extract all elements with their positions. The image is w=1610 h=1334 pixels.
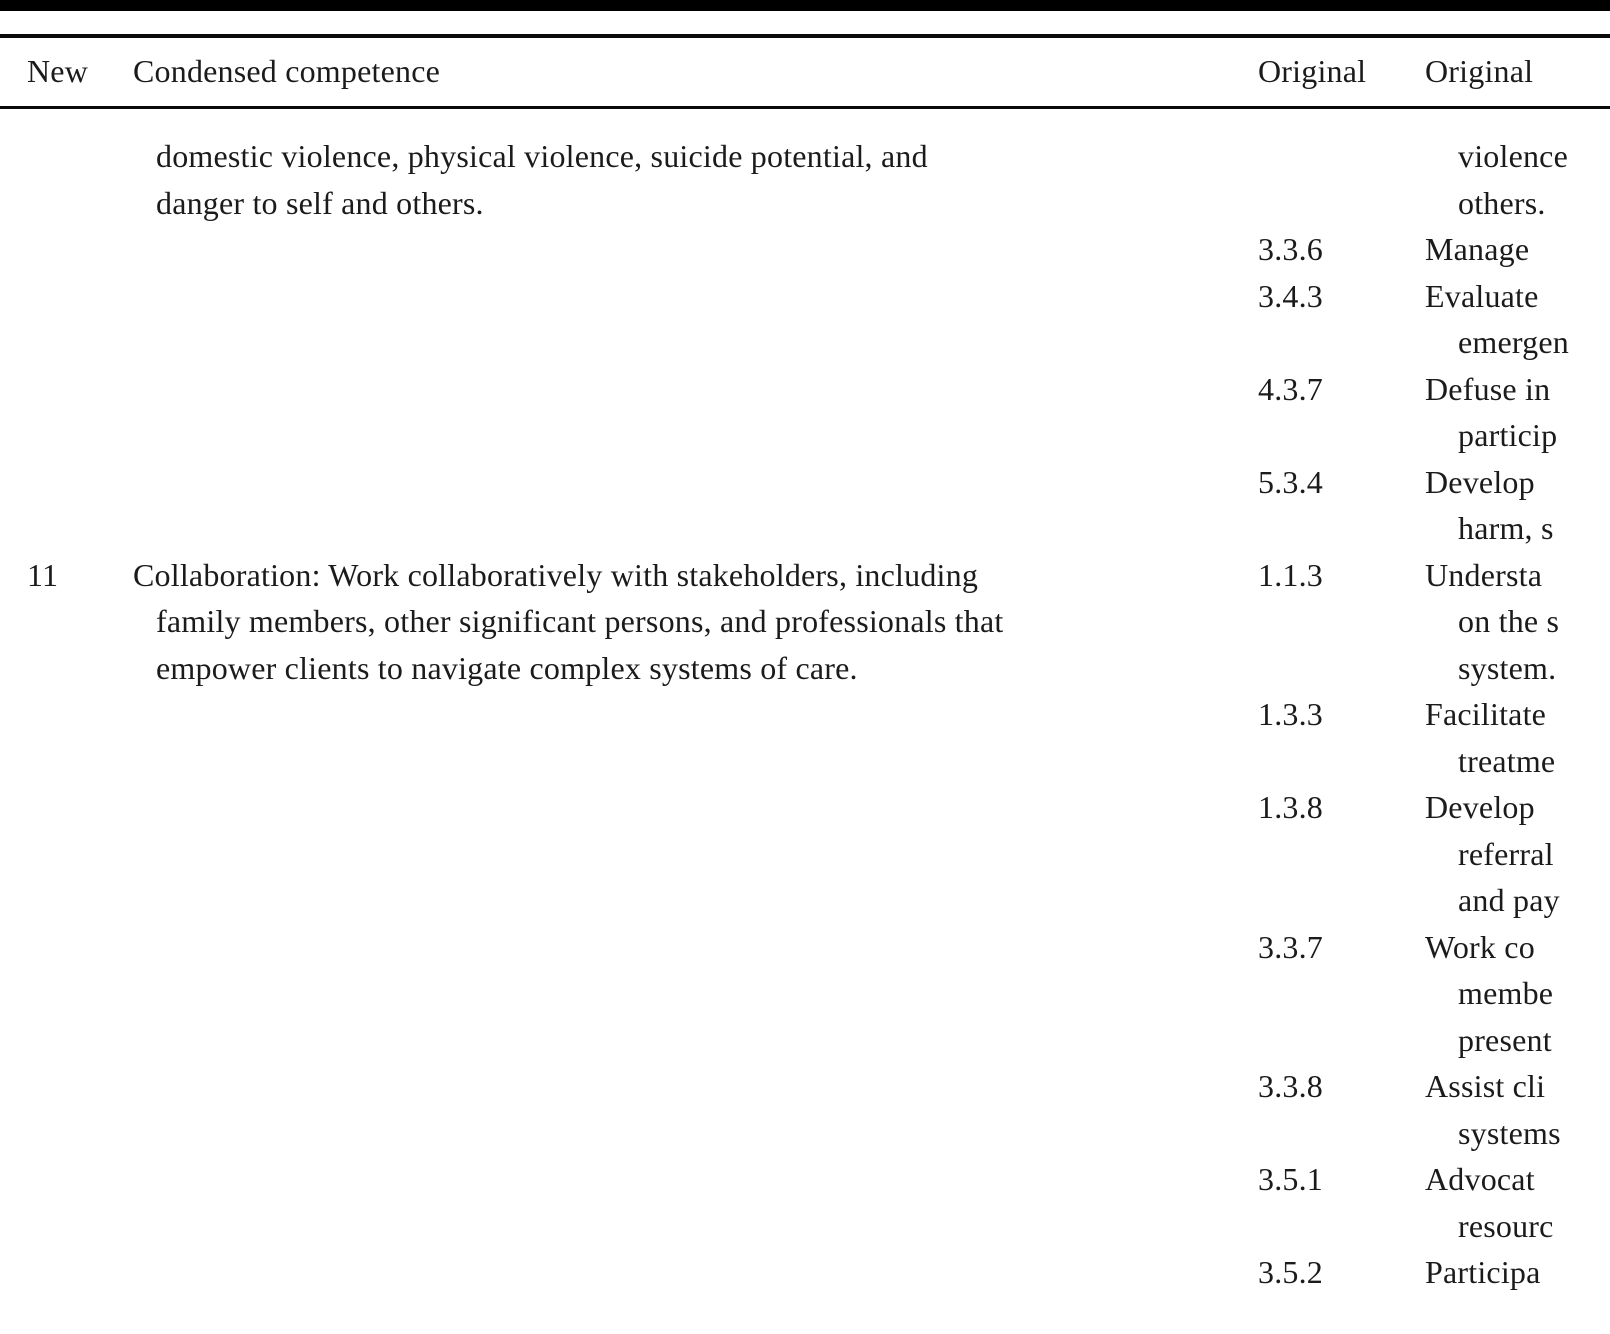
original-text: violence others. [1425, 133, 1610, 226]
original-text-line: system. [1458, 649, 1557, 686]
original-text-line: Advocat [1425, 1161, 1535, 1197]
table-top-rule [0, 34, 1610, 38]
original-text-line: systems [1458, 1114, 1561, 1151]
original-text-line: Develop [1425, 789, 1535, 825]
condensed-line: Collaboration: Work collaboratively with… [133, 556, 979, 593]
condensed-line: danger to self and others. [156, 184, 484, 221]
original-text-line: Defuse in [1425, 370, 1551, 407]
row-number: 11 [27, 556, 59, 593]
original-entry: 4.3.7 Defuse in particip [1258, 366, 1610, 459]
original-number: 4.3.7 [1258, 370, 1323, 407]
original-text-line: and pay [1458, 882, 1560, 918]
original-text-line: Manage [1425, 231, 1530, 267]
originals-cell: violence others. 3.3.6 Manage 3.4.3 Evaluate e… [1258, 133, 1610, 552]
original-text-line: referral [1458, 835, 1554, 872]
original-entry: 5.3.4 Develop harm, s [1258, 459, 1610, 552]
original-text-line: membe [1458, 975, 1554, 1011]
row-number-cell: 11 [0, 552, 133, 599]
original-entry: 3.3.6 Manage [1258, 226, 1610, 273]
original-text-line: particip [1458, 417, 1558, 453]
original-text-line: resourc [1458, 1207, 1554, 1244]
original-text-line: others. [1458, 184, 1546, 221]
original-entry: 3.4.3 Evaluate emergen [1258, 273, 1610, 366]
original-number: 3.3.7 [1258, 928, 1323, 965]
original-text-line: treatme [1458, 742, 1556, 779]
original-entry: 1.3.3 Facilitate treatme [1258, 691, 1610, 784]
original-text: Participa [1425, 1249, 1610, 1296]
original-entry: 1.1.3 Understa on the s system. [1258, 552, 1610, 692]
original-entry: 3.5.2 Participa [1258, 1249, 1610, 1296]
original-number: 3.5.2 [1258, 1254, 1323, 1290]
original-number: 1.1.3 [1258, 556, 1323, 593]
original-entry: 3.3.8 Assist cli systems [1258, 1063, 1610, 1156]
header-original-number: Original [1258, 53, 1367, 89]
original-text: Work co membe present [1425, 924, 1610, 1064]
original-text: Understa on the s system. [1425, 552, 1610, 692]
original-text-line: harm, s [1458, 510, 1554, 546]
original-text: Facilitate treatme [1425, 691, 1610, 784]
original-number: 3.5.1 [1258, 1161, 1323, 1197]
original-entry: 3.5.1 Advocat resourc [1258, 1156, 1610, 1249]
original-text-line: Work co [1425, 928, 1535, 965]
original-text: Advocat resourc [1425, 1156, 1610, 1249]
original-text-line: Evaluate [1425, 277, 1539, 314]
condensed-line: domestic violence, physical violence, su… [156, 138, 928, 174]
original-text-line: Develop [1425, 463, 1535, 500]
originals-cell: 1.1.3 Understa on the s system. 1.3.3 Facilit… [1258, 552, 1610, 1296]
original-text-line: emergen [1458, 324, 1569, 360]
original-text: Evaluate emergen [1425, 273, 1610, 366]
header-condensed-competence: Condensed competence [133, 53, 440, 89]
header-bottom-rule [0, 106, 1610, 109]
original-number: 3.3.8 [1258, 1068, 1323, 1104]
original-text: Manage [1425, 226, 1610, 273]
table-row: domestic violence, physical violence, su… [0, 133, 1610, 552]
original-entry: 1.3.8 Develop referral and pay [1258, 784, 1610, 924]
original-text: Defuse in particip [1425, 366, 1610, 459]
original-text: Assist cli systems [1425, 1063, 1610, 1156]
original-number: 5.3.4 [1258, 463, 1323, 500]
table-header-row: New Condensed competence Original Origin… [0, 47, 1610, 95]
original-number: 3.3.6 [1258, 231, 1323, 267]
original-text-line: Understa [1425, 556, 1543, 593]
condensed-competence-cell: Collaboration: Work collaboratively with… [133, 552, 1258, 692]
condensed-competence-cell: domestic violence, physical violence, su… [133, 133, 1258, 226]
header-new: New [27, 53, 89, 89]
page-top-edge-bar [0, 0, 1610, 11]
original-number: 1.3.3 [1258, 696, 1323, 732]
original-number: 1.3.8 [1258, 789, 1323, 825]
original-entry: 3.3.7 Work co membe present [1258, 924, 1610, 1064]
condensed-line: empower clients to navigate complex syst… [156, 649, 858, 686]
header-original-competence: Original [1425, 53, 1534, 89]
original-number: 3.4.3 [1258, 277, 1323, 314]
original-entry: violence others. [1258, 133, 1610, 226]
original-text-line: violence [1458, 138, 1568, 174]
table-body: domestic violence, physical violence, su… [0, 133, 1610, 1296]
original-text-line: Assist cli [1425, 1068, 1546, 1104]
original-text-line: present [1458, 1021, 1552, 1058]
original-text-line: on the s [1458, 603, 1560, 639]
table-row: 11 Collaboration: Work collaboratively wi… [0, 552, 1610, 1296]
condensed-line: family members, other significant person… [156, 603, 1004, 639]
original-text: Develop harm, s [1425, 459, 1610, 552]
original-text-line: Facilitate [1425, 696, 1547, 732]
original-text: Develop referral and pay [1425, 784, 1610, 924]
original-text-line: Participa [1425, 1254, 1541, 1290]
